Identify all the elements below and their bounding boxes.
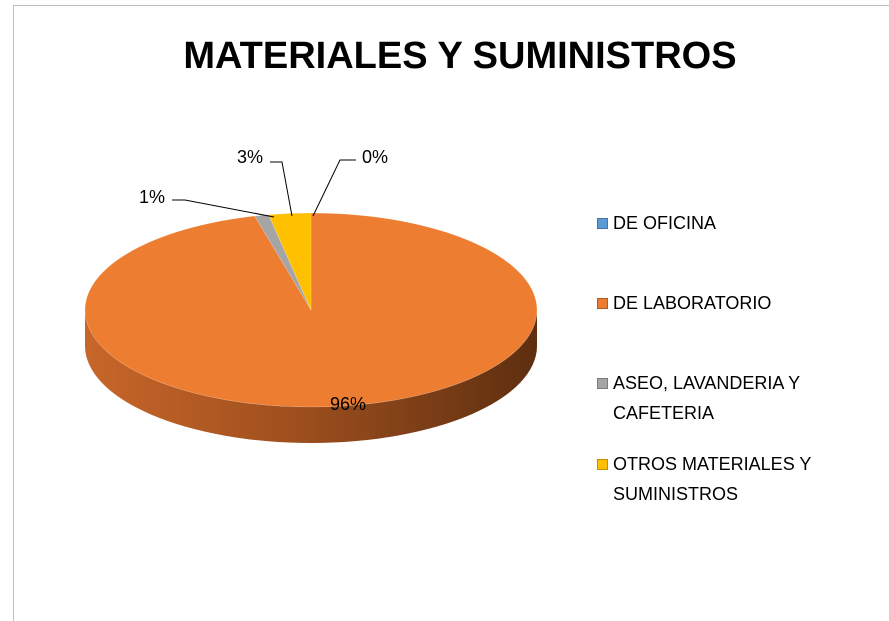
legend-swatch	[597, 218, 608, 229]
legend-item: DE LABORATORIO	[597, 288, 813, 318]
leader-line	[172, 199, 275, 218]
legend-label: DE LABORATORIO	[613, 293, 772, 313]
leader-line	[312, 159, 356, 217]
data-label: 96%	[330, 394, 366, 414]
legend-label: DE OFICINA	[613, 213, 717, 233]
chart-title: MATERIALES Y SUMINISTROS	[183, 35, 736, 77]
pie-slice	[268, 212, 312, 311]
legend-swatch	[597, 459, 608, 470]
pie-slice	[84, 212, 538, 408]
data-label: 0%	[362, 147, 388, 167]
legend-swatch	[597, 298, 608, 309]
legend-item: ASEO, LAVANDERIA Y CAFETERIA	[597, 368, 813, 428]
legend-label: OTROS MATERIALES Y SUMINISTROS	[613, 454, 812, 504]
data-label: 1%	[139, 187, 165, 207]
leader-line	[270, 161, 293, 217]
pie-slice	[254, 214, 312, 311]
legend-item: DE OFICINA	[597, 208, 813, 238]
legend-swatch	[597, 378, 608, 389]
pie-side	[85, 310, 537, 443]
legend-item: OTROS MATERIALES Y SUMINISTROS	[597, 449, 813, 509]
legend-label: ASEO, LAVANDERIA Y CAFETERIA	[613, 373, 800, 423]
chart-frame	[13, 5, 889, 621]
data-label: 3%	[237, 147, 263, 167]
